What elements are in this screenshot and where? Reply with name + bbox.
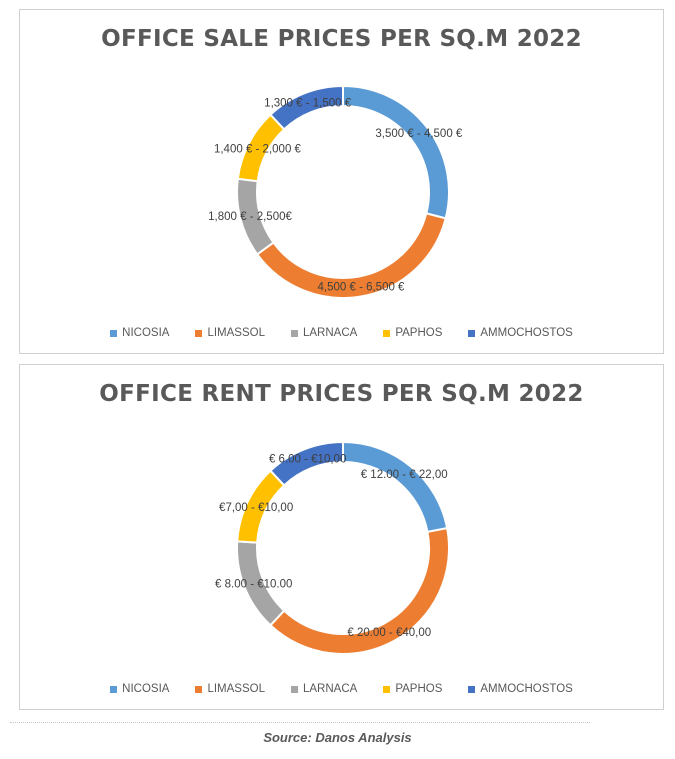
chart-legend: NICOSIA LIMASSOL LARNACA PAPHOS AMMOCHOSTOS <box>20 683 663 695</box>
source-note: Source: Danos Analysis <box>263 730 412 745</box>
legend-label: NICOSIA <box>122 327 170 339</box>
legend-item-nicosia: NICOSIA <box>110 683 169 695</box>
legend-swatch <box>195 329 203 337</box>
data-label-paphos: 1,400 € - 2,000 € <box>214 143 302 155</box>
donut-slice-ammochostos <box>269 440 344 487</box>
legend-item-paphos: PAPHOS <box>383 683 442 695</box>
data-label-nicosia: 3,500 € - 4,500 € <box>375 128 463 140</box>
data-label-paphos: €7,00 - €10,00 <box>219 502 293 514</box>
divider <box>10 722 590 724</box>
sale-donut-chart: 3,500 € - 4,500 € 4,500 € - 6,500 € 1,800 … <box>208 84 463 299</box>
rent-chart-panel: OFFICE RENT PRICES PER SQ.M 2022 € 12.00… <box>19 364 664 710</box>
data-label-ammochostos: € 6.00 - €10,00 <box>269 454 346 466</box>
data-label-larnaca: 1,800 € - 2,500€ <box>208 211 292 223</box>
rent-donut-chart: € 12.00 - € 22,00 € 20.00 - €40,00 € 8.00 … <box>215 440 450 655</box>
legend-item-limassol: LIMASSOL <box>195 683 265 695</box>
sale-chart-panel: OFFICE SALE PRICES PER SQ.M 2022 3,500 €… <box>19 9 664 354</box>
legend-swatch <box>290 329 298 337</box>
legend-swatch <box>195 685 203 693</box>
legend-item-limassol: LIMASSOL <box>195 327 265 339</box>
legend-item-ammochostos: AMMOCHOSTOS <box>468 683 573 695</box>
donut-slice-nicosia <box>342 84 450 220</box>
donut-slice-nicosia <box>342 440 449 534</box>
legend-swatch <box>290 685 298 693</box>
legend-swatch <box>383 329 391 337</box>
legend-item-ammochostos: AMMOCHOSTOS <box>468 327 573 339</box>
legend-swatch <box>383 685 391 693</box>
data-label-ammochostos: 1,300 € - 1,500 € <box>264 98 352 110</box>
data-label-limassol: € 20.00 - €40,00 <box>347 627 431 639</box>
legend-swatch <box>110 685 118 693</box>
data-label-nicosia: € 12.00 - € 22,00 <box>361 469 448 481</box>
legend-label: AMMOCHOSTOS <box>480 683 573 695</box>
legend-swatch <box>468 329 476 337</box>
chart-title: OFFICE SALE PRICES PER SQ.M 2022 <box>101 26 582 52</box>
legend-label: LARNACA <box>302 683 358 695</box>
legend-item-nicosia: NICOSIA <box>110 327 169 339</box>
legend-swatch <box>110 329 118 337</box>
donut-slice-ammochostos <box>269 84 344 131</box>
legend-item-larnaca: LARNACA <box>290 327 358 339</box>
legend-label: LIMASSOL <box>207 683 265 695</box>
legend-swatch <box>468 685 476 693</box>
chart-title: OFFICE RENT PRICES PER SQ.M 2022 <box>99 381 584 407</box>
legend-label: LARNACA <box>302 327 358 339</box>
legend-item-paphos: PAPHOS <box>383 327 442 339</box>
legend-label: LIMASSOL <box>207 327 265 339</box>
legend-label: PAPHOS <box>395 327 443 339</box>
legend-label: AMMOCHOSTOS <box>480 327 573 339</box>
data-label-limassol: 4,500 € - 6,500 € <box>318 281 406 293</box>
legend-label: NICOSIA <box>122 683 170 695</box>
legend-label: PAPHOS <box>395 683 443 695</box>
legend-item-larnaca: LARNACA <box>290 683 358 695</box>
chart-legend: NICOSIA LIMASSOL LARNACA PAPHOS AMMOCHOSTOS <box>20 327 663 339</box>
data-label-larnaca: € 8.00 - €10.00 <box>215 578 292 590</box>
